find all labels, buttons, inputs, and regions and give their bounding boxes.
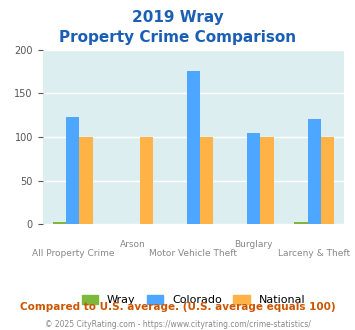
Bar [307, 119, 321, 224]
Text: © 2025 CityRating.com - https://www.cityrating.com/crime-statistics/: © 2025 CityRating.com - https://www.city… [45, 320, 310, 329]
Bar [66, 117, 80, 224]
Bar [261, 137, 274, 224]
Text: Larceny & Theft: Larceny & Theft [278, 249, 350, 258]
Text: Property Crime Comparison: Property Crime Comparison [59, 30, 296, 45]
Text: 2019 Wray: 2019 Wray [132, 10, 223, 25]
Bar [53, 222, 66, 224]
Bar [80, 137, 93, 224]
Legend: Wray, Colorado, National: Wray, Colorado, National [77, 290, 310, 310]
Bar [200, 137, 213, 224]
Text: Motor Vehicle Theft: Motor Vehicle Theft [149, 249, 237, 258]
Text: Burglary: Burglary [235, 240, 273, 249]
Text: Arson: Arson [120, 240, 146, 249]
Bar [187, 71, 200, 224]
Text: Compared to U.S. average. (U.S. average equals 100): Compared to U.S. average. (U.S. average … [20, 302, 335, 312]
Bar [294, 222, 307, 224]
Bar [140, 137, 153, 224]
Bar [321, 137, 334, 224]
Text: All Property Crime: All Property Crime [32, 249, 114, 258]
Bar [247, 133, 261, 224]
